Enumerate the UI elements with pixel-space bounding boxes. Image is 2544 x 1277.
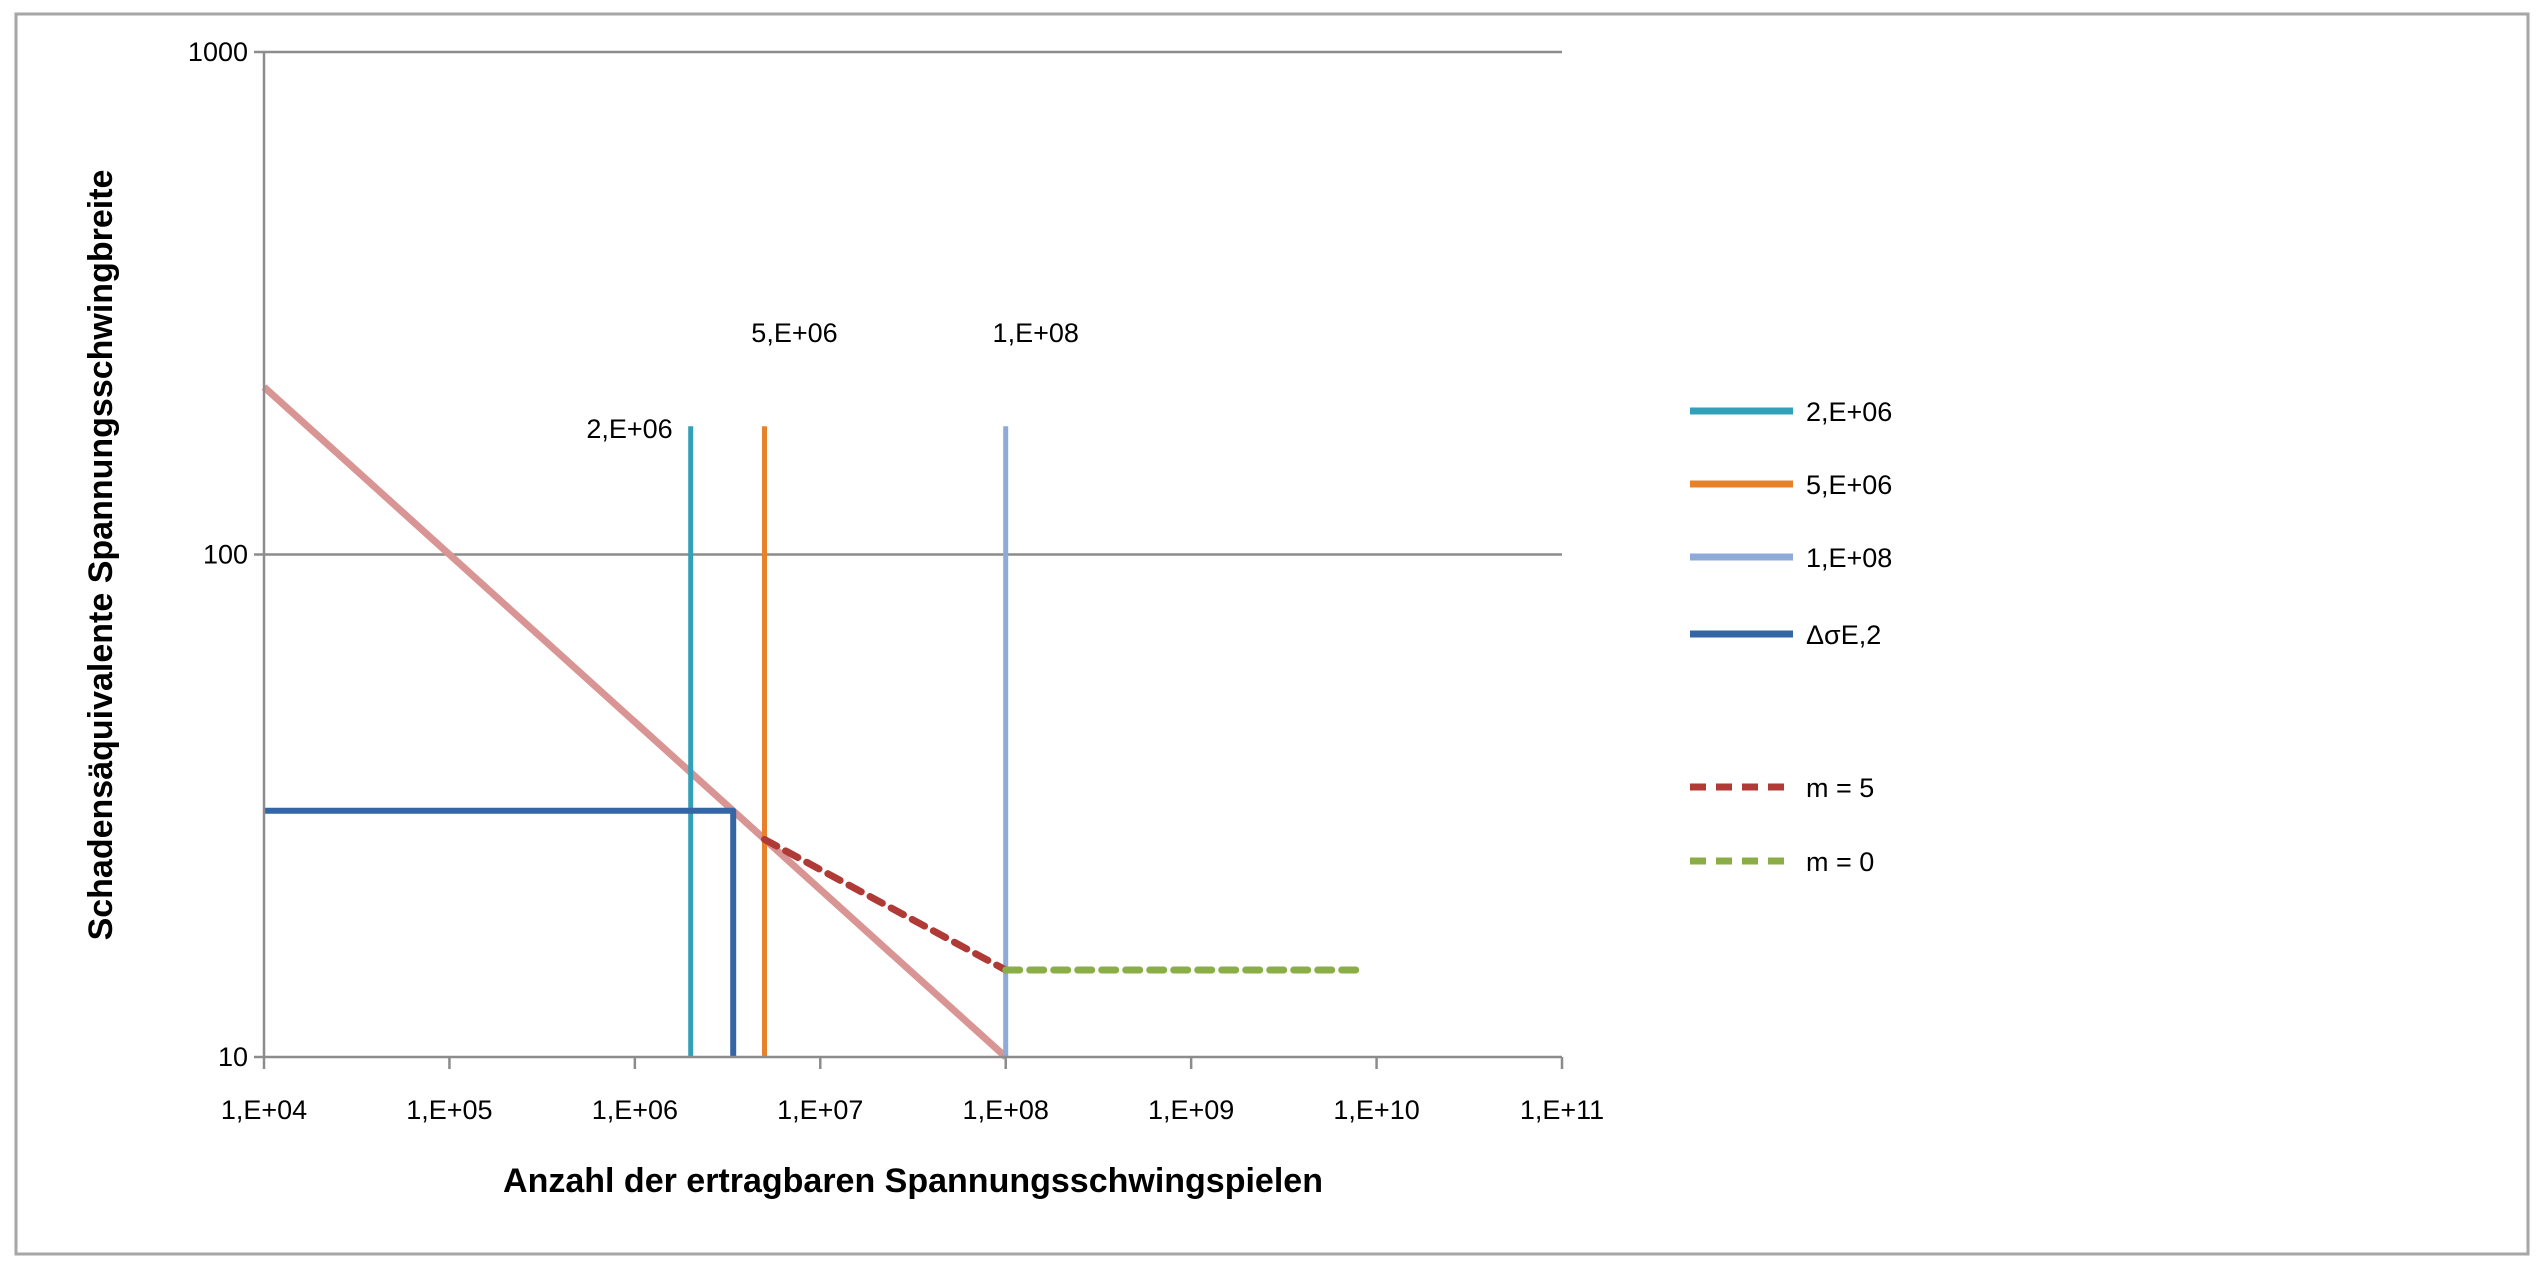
y-tick-label: 1000 bbox=[188, 37, 248, 67]
x-tick-label: 1,E+07 bbox=[777, 1095, 863, 1125]
y-tick-label: 10 bbox=[218, 1042, 248, 1072]
x-tick-label: 1,E+04 bbox=[221, 1095, 307, 1125]
x-axis-title: Anzahl der ertragbaren Spannungsschwings… bbox=[503, 1162, 1323, 1200]
annotation-label: 2,E+06 bbox=[586, 414, 672, 444]
legend-label-m5: m = 5 bbox=[1806, 773, 1874, 803]
x-tick-label: 1,E+10 bbox=[1333, 1095, 1419, 1125]
chart-frame bbox=[14, 12, 2530, 1256]
legend-label-dse2: ΔσE,2 bbox=[1806, 620, 1881, 650]
x-tick-label: 1,E+08 bbox=[963, 1095, 1049, 1125]
y-axis-title: Schadensäquivalente Spannungsschwingbrei… bbox=[82, 170, 120, 941]
series-dse2 bbox=[264, 807, 737, 1057]
legend-label-v5e6: 5,E+06 bbox=[1806, 470, 1892, 500]
x-tick-label: 1,E+05 bbox=[406, 1095, 492, 1125]
y-tick-label: 100 bbox=[203, 540, 248, 570]
annotation-label: 5,E+06 bbox=[751, 318, 837, 348]
legend-label-m0: m = 0 bbox=[1806, 847, 1874, 877]
annotation-label: 1,E+08 bbox=[993, 318, 1079, 348]
x-tick-label: 1,E+06 bbox=[592, 1095, 678, 1125]
x-tick-label: 1,E+09 bbox=[1148, 1095, 1234, 1125]
legend-label-v1e8: 1,E+08 bbox=[1806, 543, 1892, 573]
x-tick-label: 1,E+11 bbox=[1520, 1095, 1604, 1125]
series-sn bbox=[261, 384, 1009, 1060]
legend-label-v2e6: 2,E+06 bbox=[1806, 397, 1892, 427]
series-m5 bbox=[761, 835, 1010, 974]
